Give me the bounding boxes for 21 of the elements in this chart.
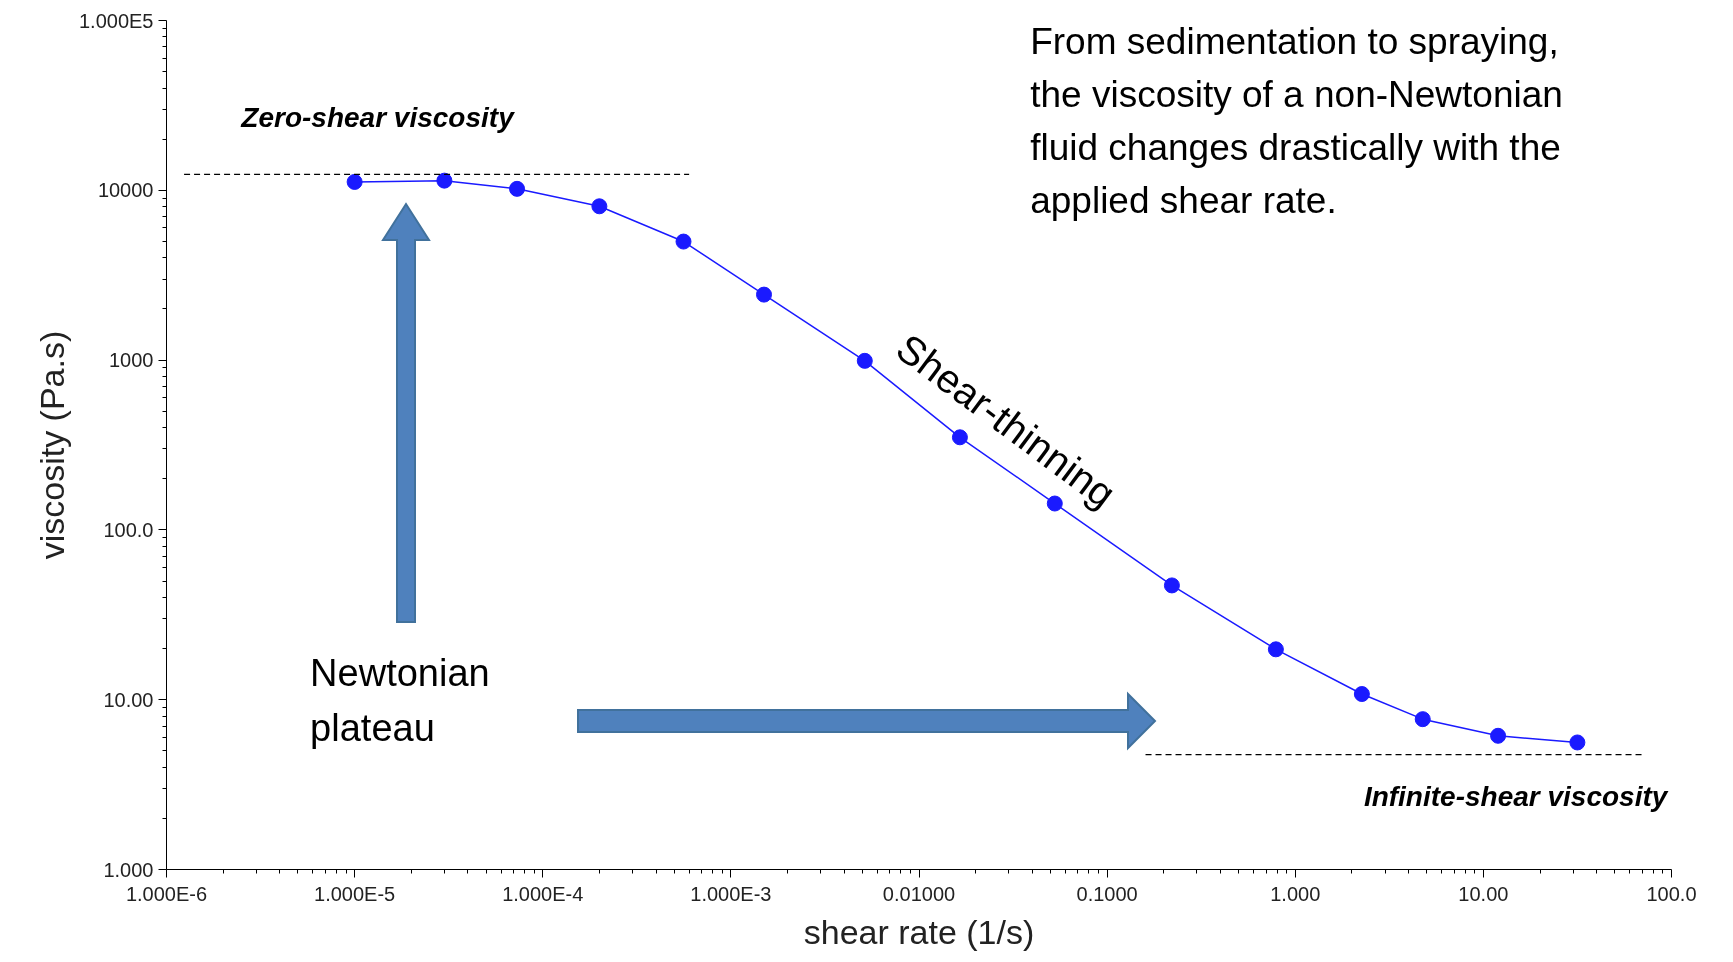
y-tick-label: 1.000	[103, 858, 154, 881]
y-tick-label: 1000	[109, 349, 154, 372]
annotation: Infinite-shear viscosity	[1363, 781, 1669, 813]
y-tick-label: 100.0	[103, 518, 154, 541]
x-tick-label: 1.000E-3	[690, 882, 772, 905]
x-tick-label: 0.01000	[882, 882, 956, 905]
y-axis-title: viscosity (Pa.s)	[32, 330, 71, 560]
x-tick-label: 10.00	[1458, 882, 1509, 905]
y-tick-label: 1.000E5	[78, 9, 154, 32]
x-tick-label: 1.000E-4	[502, 882, 584, 905]
x-tick-label: 1.000E-5	[314, 882, 396, 905]
x-tick-label: 100.0	[1646, 882, 1697, 905]
x-tick-label: 1.000E-6	[125, 882, 208, 905]
x-axis-title: shear rate (1/s)	[803, 912, 1035, 951]
x-tick-label: 1.000	[1270, 882, 1321, 905]
x-tick-label: 0.1000	[1076, 882, 1138, 905]
y-tick-label: 10.00	[103, 688, 154, 711]
y-tick-label: 10000	[97, 179, 154, 202]
annotation: From sedimentation to spraying, the viscosity of a non-Newtonian fluid changes drastically with the applied shear rate.	[1030, 20, 1563, 222]
annotation: Zero-shear viscosity	[240, 101, 516, 133]
annotation: Newtonian plateau	[310, 652, 490, 749]
